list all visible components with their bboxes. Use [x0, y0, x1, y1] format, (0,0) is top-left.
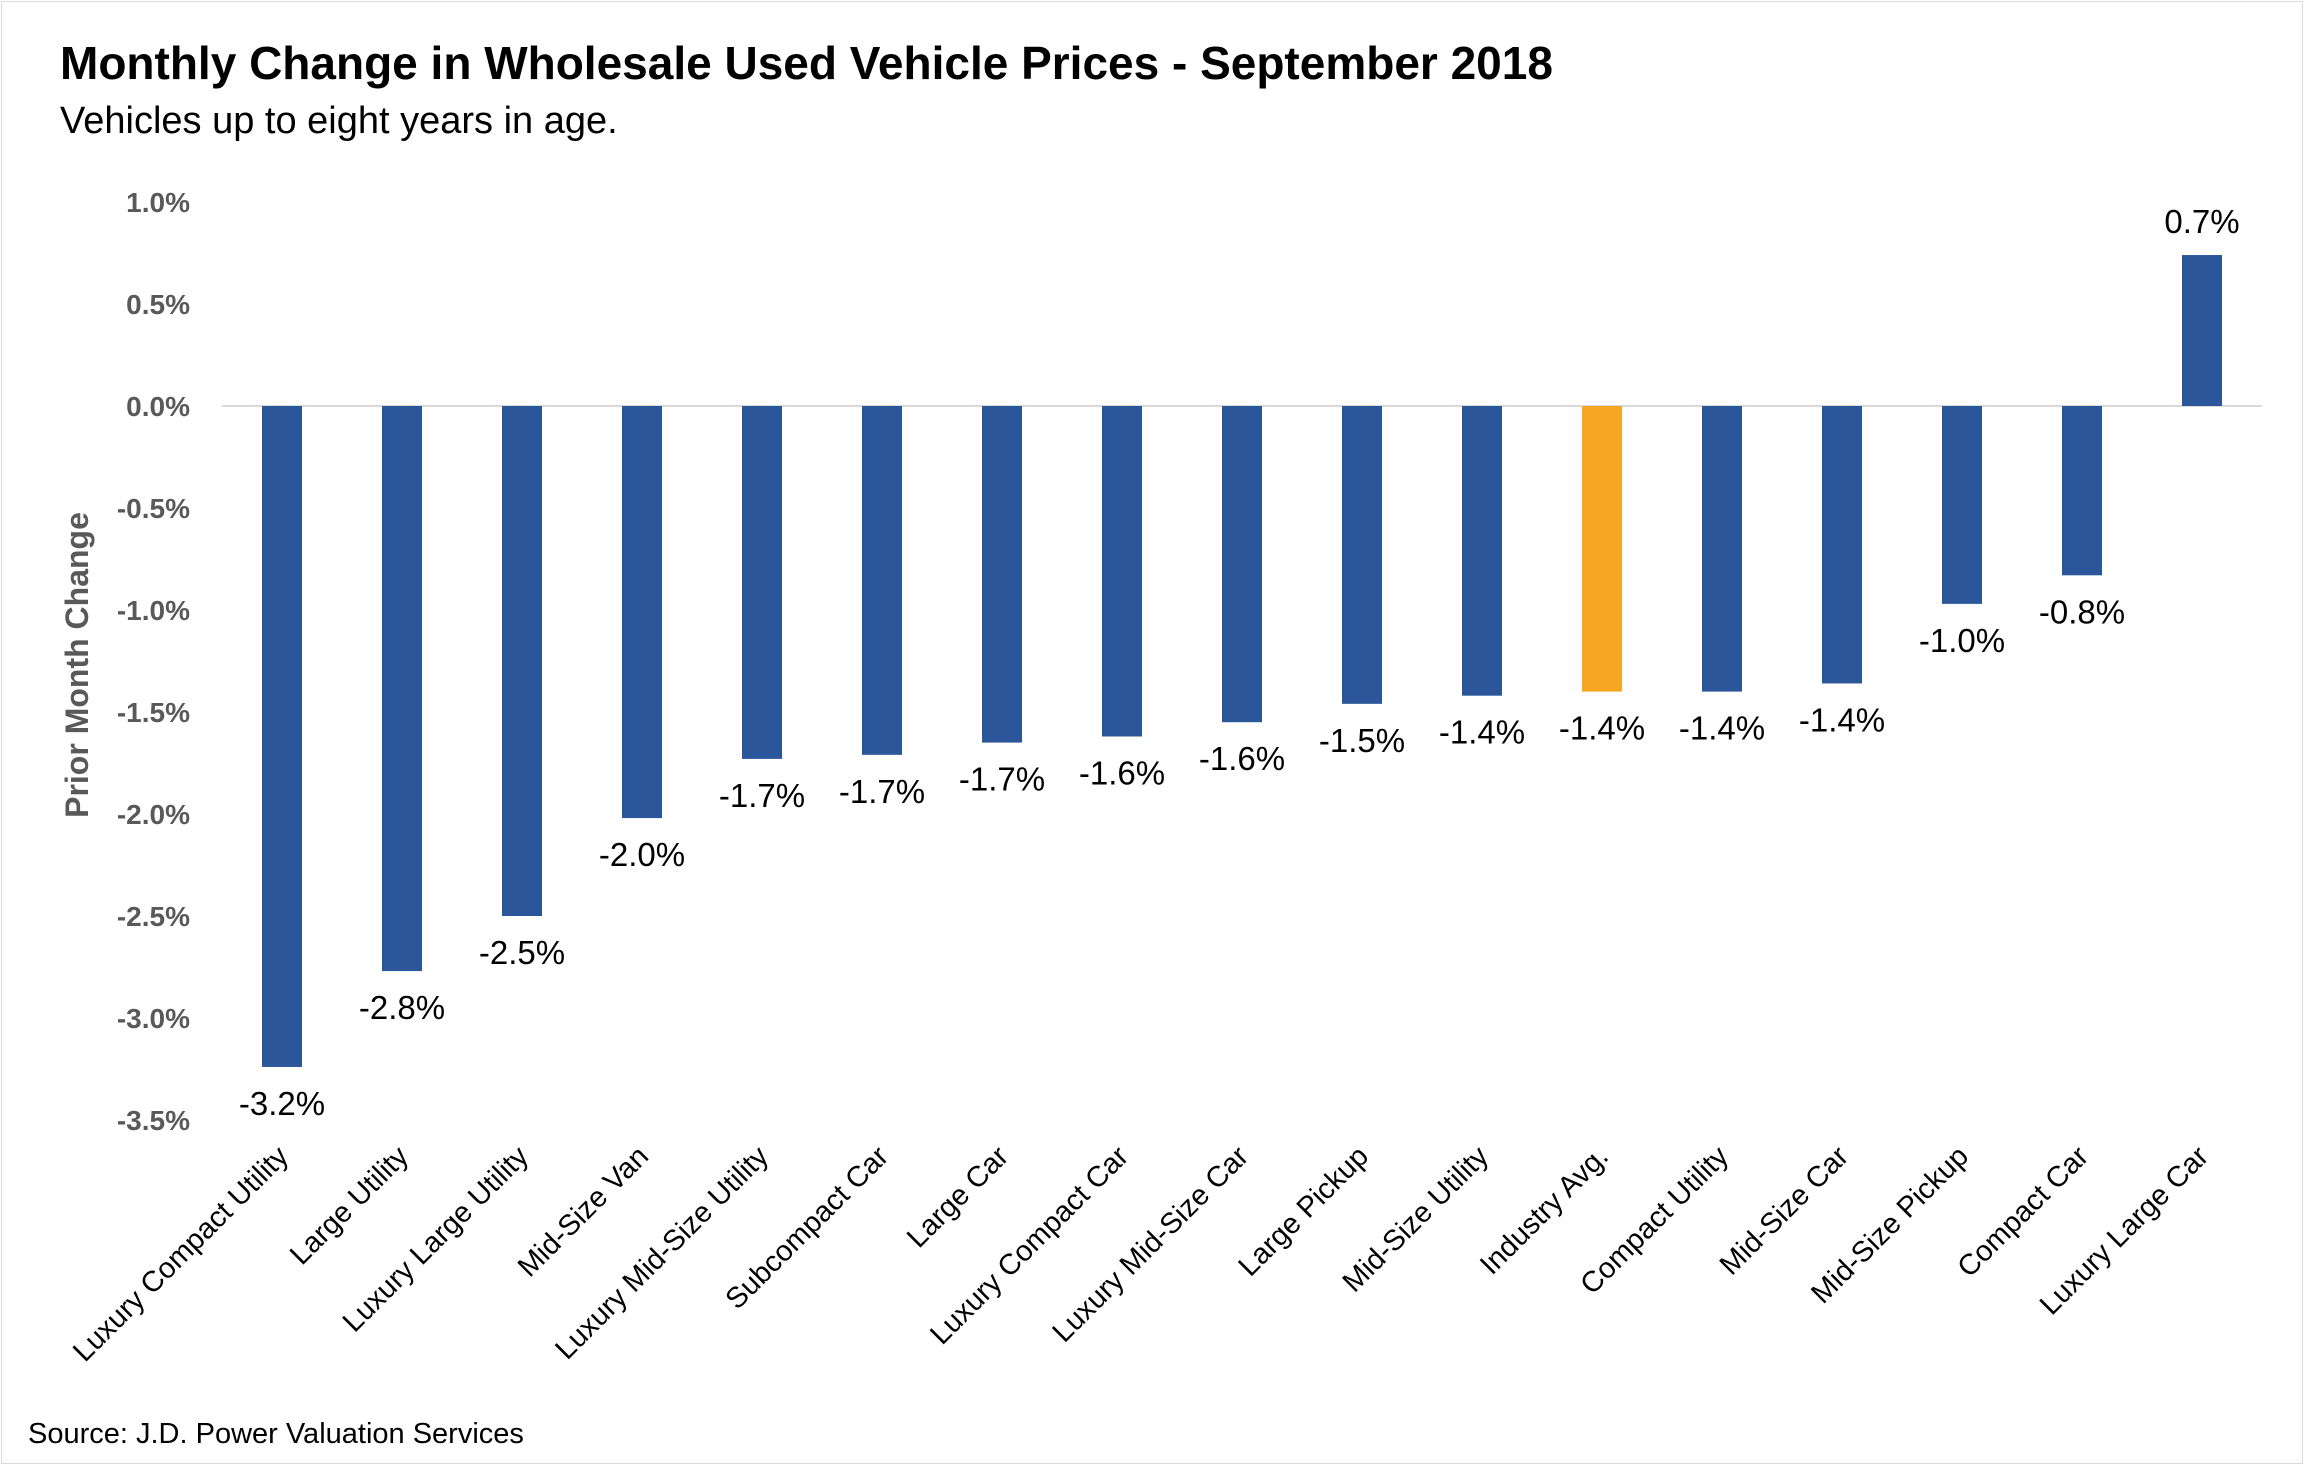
bar [1342, 406, 1382, 704]
data-label: -0.8% [2039, 593, 2125, 630]
bar [1582, 406, 1622, 692]
chart-subtitle: Vehicles up to eight years in age. [60, 100, 618, 142]
bar [982, 406, 1022, 743]
data-label: -1.0% [1919, 622, 2005, 659]
data-label: -1.4% [1559, 710, 1645, 747]
y-tick-label: -1.0% [117, 595, 190, 626]
data-label: -1.7% [959, 761, 1045, 798]
bar [2062, 406, 2102, 576]
y-tick-label: 1.0% [126, 187, 190, 218]
data-label: -1.4% [1679, 710, 1765, 747]
bar [2182, 255, 2222, 406]
y-tick-label: -2.5% [117, 901, 190, 932]
bar [382, 406, 422, 972]
bar [1942, 406, 1982, 604]
category-label: Luxury Mid-Size Utility [549, 1140, 775, 1366]
y-tick-label: -3.5% [117, 1105, 190, 1136]
y-tick-label: 0.0% [126, 391, 190, 422]
data-label: -1.6% [1079, 754, 1165, 791]
bar [1462, 406, 1502, 696]
data-label: -2.8% [359, 989, 445, 1026]
data-labels: -3.2% -2.8% -2.5% -2.0% -1.7% -1.7% -1.7% -1.6%… [239, 203, 2240, 1122]
category-label: Large Car [901, 1140, 1015, 1254]
y-axis-label: Prior Month Change [59, 512, 95, 818]
data-label: -2.5% [479, 934, 565, 971]
bar [1822, 406, 1862, 684]
data-label: -2.0% [599, 836, 685, 873]
data-label: -1.5% [1319, 722, 1405, 759]
data-label: -1.4% [1439, 714, 1525, 751]
y-tick-label: -0.5% [117, 493, 190, 524]
category-label: Luxury Compact Utility [67, 1140, 295, 1368]
y-tick-label: -2.0% [117, 799, 190, 830]
bar [262, 406, 302, 1067]
bar [862, 406, 902, 755]
chart-title: Monthly Change in Wholesale Used Vehicle… [60, 37, 1553, 89]
bar [1102, 406, 1142, 737]
y-tick-label: 0.5% [126, 289, 190, 320]
data-label: 0.7% [2164, 203, 2239, 240]
y-axis-ticks: 1.0% 0.5% 0.0% -0.5% -1.0% -1.5% -2.0% -2.5% -3.… [117, 187, 190, 1136]
data-label: -1.6% [1199, 740, 1285, 777]
bar [502, 406, 542, 916]
data-label: -1.7% [839, 773, 925, 810]
bar [622, 406, 662, 819]
data-label: -3.2% [239, 1085, 325, 1122]
data-label: -1.4% [1799, 701, 1885, 738]
bars [262, 255, 2222, 1067]
category-label: Luxury Compact Car [924, 1140, 1135, 1351]
y-tick-label: -1.5% [117, 697, 190, 728]
data-label: -1.7% [719, 777, 805, 814]
source-note: Source: J.D. Power Valuation Services [28, 1418, 524, 1450]
bar [1222, 406, 1262, 723]
category-label: Luxury Mid-Size Car [1047, 1140, 1256, 1349]
bar [1702, 406, 1742, 692]
y-tick-label: -3.0% [117, 1003, 190, 1034]
bar [742, 406, 782, 759]
category-label: Large Utility [284, 1140, 415, 1271]
